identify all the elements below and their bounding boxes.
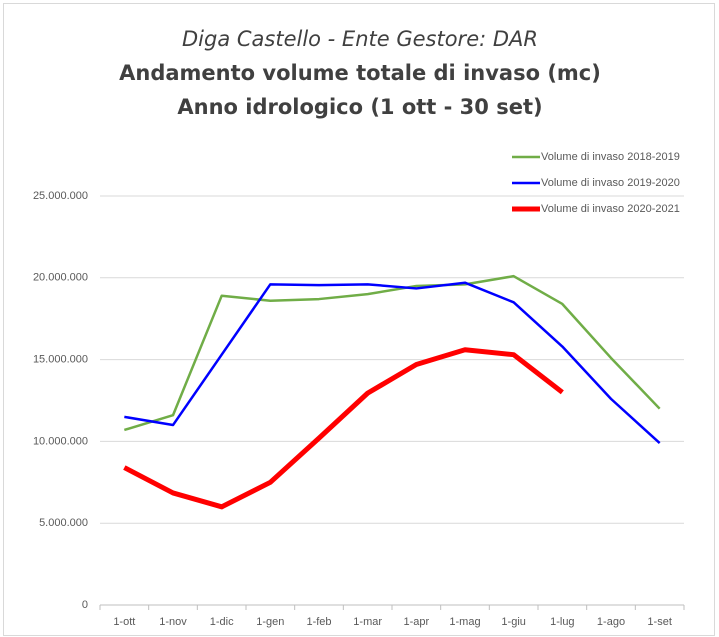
x-tick-label: 1-gen xyxy=(256,616,284,628)
x-tick-label: 1-giu xyxy=(501,616,525,628)
x-tick-label: 1-ago xyxy=(597,616,625,628)
x-tick-label: 1-feb xyxy=(306,616,331,628)
y-tick-label: 0 xyxy=(82,599,88,611)
y-tick-label: 10.000.000 xyxy=(33,435,88,447)
chart-frame xyxy=(3,3,715,636)
x-tick-label: 1-apr xyxy=(403,616,429,628)
x-tick-label: 1-dic xyxy=(210,616,234,628)
series-line xyxy=(123,274,661,432)
y-tick-label: 15.000.000 xyxy=(33,354,88,366)
x-tick-label: 1-set xyxy=(647,616,671,628)
series-line xyxy=(124,281,661,444)
series-line xyxy=(123,347,564,510)
x-tick-label: 1-mag xyxy=(449,616,480,628)
chart-title: Anno idrologico (1 ott - 30 set) xyxy=(177,95,542,119)
x-tick-label: 1-nov xyxy=(159,616,187,628)
chart-title: Andamento volume totale di invaso (mc) xyxy=(119,61,601,85)
legend-label: Volume di invaso 2020-2021 xyxy=(541,203,680,215)
legend-label: Volume di invaso 2019-2020 xyxy=(541,177,680,189)
y-tick-label: 25.000.000 xyxy=(33,190,88,202)
chart-title: Diga Castello - Ente Gestore: DAR xyxy=(182,27,538,51)
x-tick-label: 1-mar xyxy=(353,616,382,628)
y-tick-label: 20.000.000 xyxy=(33,272,88,284)
legend-label: Volume di invaso 2018-2019 xyxy=(541,151,680,163)
x-tick-label: 1-ott xyxy=(113,616,135,628)
y-tick-label: 5.000.000 xyxy=(39,517,88,529)
x-tick-label: 1-lug xyxy=(550,616,574,628)
